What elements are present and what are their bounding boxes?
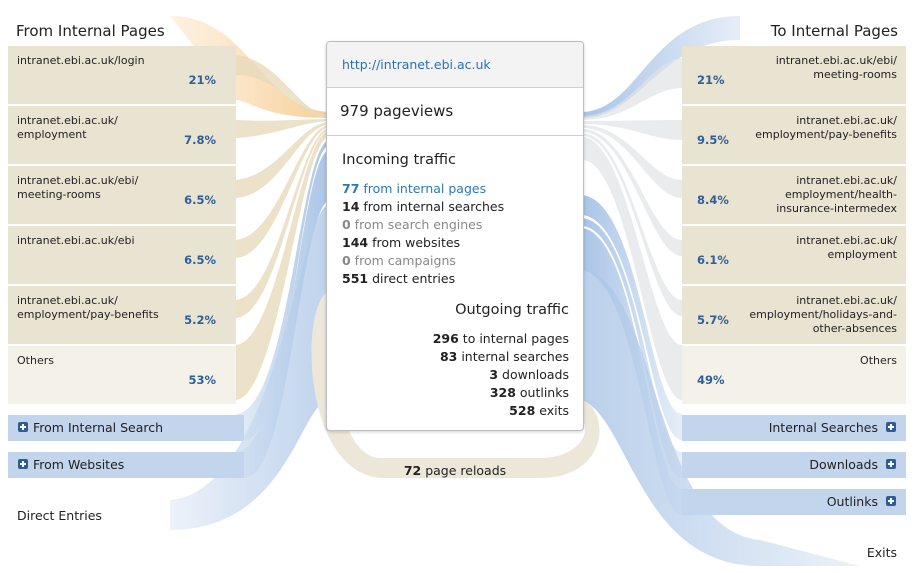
group-label: Outlinks xyxy=(826,494,878,509)
flow-left-row1 xyxy=(236,55,330,119)
outgoing-page-percent: 9.5% xyxy=(697,133,729,147)
expand-plus-icon[interactable] xyxy=(886,496,896,506)
outgoing-page-label: intranet.ebi.ac.uk/ employment/holidays-… xyxy=(749,294,897,335)
outgoing-page-label: Others xyxy=(860,354,897,367)
incoming-direct-entries: 551 direct entries xyxy=(342,271,456,286)
outgoing-page-row[interactable]: intranet.ebi.ac.uk/ employment/pay-benef… xyxy=(682,106,906,164)
internal-searches-group[interactable]: Internal Searches xyxy=(682,415,906,441)
incoming-traffic-list: 77 from internal pages 14 from internal … xyxy=(342,180,504,288)
flow-right-row5 xyxy=(582,133,682,316)
outgoing-page-row[interactable]: intranet.ebi.ac.uk/ employment/health- i… xyxy=(682,166,906,224)
incoming-search-engines: 0 from search engines xyxy=(342,217,483,232)
left-section-title: From Internal Pages xyxy=(16,22,165,40)
incoming-page-row[interactable]: intranet.ebi.ac.uk/login 21% xyxy=(8,46,236,104)
flow-left-direct xyxy=(170,204,330,530)
outgoing-outlinks: 328 outlinks xyxy=(489,385,569,400)
outgoing-page-label: intranet.ebi.ac.uk/ employment xyxy=(796,234,897,261)
group-label: Internal Searches xyxy=(768,420,878,435)
incoming-internal-pages-link[interactable]: 77 from internal pages xyxy=(342,181,487,196)
incoming-page-percent: 6.5% xyxy=(184,253,216,267)
flow-right-row4 xyxy=(582,129,682,256)
outlinks-group[interactable]: Outlinks xyxy=(682,489,906,515)
incoming-page-percent: 21% xyxy=(188,73,216,87)
incoming-campaigns: 0 from campaigns xyxy=(342,253,456,268)
outgoing-page-percent: 6.1% xyxy=(697,253,729,267)
from-websites-group[interactable]: From Websites xyxy=(8,452,244,478)
outgoing-page-percent: 5.7% xyxy=(697,313,729,327)
incoming-page-percent: 53% xyxy=(188,373,216,387)
incoming-page-row[interactable]: intranet.ebi.ac.uk/ebi/ meeting-rooms 6.… xyxy=(8,166,236,224)
outgoing-traffic-list: 296 to internal pages 83 internal search… xyxy=(433,330,569,420)
expand-plus-icon[interactable] xyxy=(18,422,28,432)
flow-right-row3 xyxy=(582,125,682,198)
incoming-page-percent: 5.2% xyxy=(184,313,216,327)
group-label: Downloads xyxy=(809,457,878,472)
outgoing-page-row[interactable]: intranet.ebi.ac.uk/ employment 6.1% xyxy=(682,226,906,284)
incoming-page-label: intranet.ebi.ac.uk/ employment xyxy=(17,114,118,141)
flow-right-others xyxy=(582,137,682,400)
outgoing-page-row[interactable]: intranet.ebi.ac.uk/ employment/holidays-… xyxy=(682,286,906,344)
outgoing-internal-searches: 83 internal searches xyxy=(439,349,569,364)
outgoing-traffic-heading: Outgoing traffic xyxy=(455,302,569,318)
outgoing-page-percent: 8.4% xyxy=(697,193,729,207)
outgoing-page-label: intranet.ebi.ac.uk/ employment/health- i… xyxy=(776,174,897,215)
outgoing-page-label: intranet.ebi.ac.uk/ebi/ meeting-rooms xyxy=(775,54,897,81)
flow-right-row2 xyxy=(582,120,682,140)
incoming-page-label: intranet.ebi.ac.uk/ebi xyxy=(17,234,135,247)
incoming-page-label: intranet.ebi.ac.uk/ employment/pay-benef… xyxy=(17,294,159,321)
exits-label: Exits xyxy=(866,545,897,560)
group-label: From Websites xyxy=(33,457,125,472)
page-url-link[interactable]: http://intranet.ebi.ac.uk xyxy=(327,42,583,88)
group-label: From Internal Search xyxy=(33,420,164,435)
direct-entries-label: Direct Entries xyxy=(17,508,102,523)
flow-right-row1 xyxy=(582,58,682,120)
expand-plus-icon[interactable] xyxy=(18,459,28,469)
from-internal-search-group[interactable]: From Internal Search xyxy=(8,415,244,441)
outgoing-page-percent: 49% xyxy=(697,373,725,387)
page-summary-panel: http://intranet.ebi.ac.uk 979 pageviews … xyxy=(326,41,584,431)
outgoing-page-row[interactable]: intranet.ebi.ac.uk/ebi/ meeting-rooms 21… xyxy=(682,46,906,104)
flow-right-internal-searches xyxy=(582,195,682,440)
downloads-group[interactable]: Downloads xyxy=(682,452,906,478)
incoming-page-label: intranet.ebi.ac.uk/login xyxy=(17,54,145,67)
flow-left-row5 xyxy=(236,128,330,318)
outgoing-page-row-others[interactable]: Others 49% xyxy=(682,346,906,404)
expand-plus-icon[interactable] xyxy=(886,422,896,432)
incoming-page-row-others[interactable]: Others 53% xyxy=(8,346,236,404)
incoming-traffic-heading: Incoming traffic xyxy=(342,152,456,168)
incoming-page-percent: 6.5% xyxy=(184,193,216,207)
flow-left-websites xyxy=(236,150,330,479)
page-reloads-label: 72 page reloads xyxy=(403,463,507,478)
outgoing-page-percent: 21% xyxy=(697,73,725,87)
expand-plus-icon[interactable] xyxy=(886,459,896,469)
outgoing-downloads: 3 downloads xyxy=(489,367,569,382)
flow-left-row4 xyxy=(236,125,330,258)
outgoing-internal-pages: 296 to internal pages xyxy=(432,331,569,346)
pageviews-count: 979 pageviews xyxy=(327,88,583,136)
incoming-page-label: Others xyxy=(17,354,54,367)
right-section-title: To Internal Pages xyxy=(770,22,898,40)
flow-right-exits xyxy=(582,270,860,566)
outgoing-exits: 528 exits xyxy=(509,403,569,418)
incoming-page-row[interactable]: intranet.ebi.ac.uk/ employment/pay-benef… xyxy=(8,286,236,344)
incoming-page-row[interactable]: intranet.ebi.ac.uk/ employment 7.8% xyxy=(8,106,236,164)
flow-left-others xyxy=(236,130,330,400)
incoming-page-row[interactable]: intranet.ebi.ac.uk/ebi 6.5% xyxy=(8,226,236,284)
flow-reload-loop xyxy=(311,290,600,478)
incoming-page-label: intranet.ebi.ac.uk/ebi/ meeting-rooms xyxy=(17,174,139,201)
outgoing-page-label: intranet.ebi.ac.uk/ employment/pay-benef… xyxy=(755,114,897,141)
incoming-internal-searches: 14 from internal searches xyxy=(342,199,505,214)
incoming-page-percent: 7.8% xyxy=(184,133,216,147)
incoming-websites: 144 from websites xyxy=(342,235,461,250)
flow-left-row3 xyxy=(236,122,330,198)
flow-left-row2 xyxy=(236,119,330,138)
